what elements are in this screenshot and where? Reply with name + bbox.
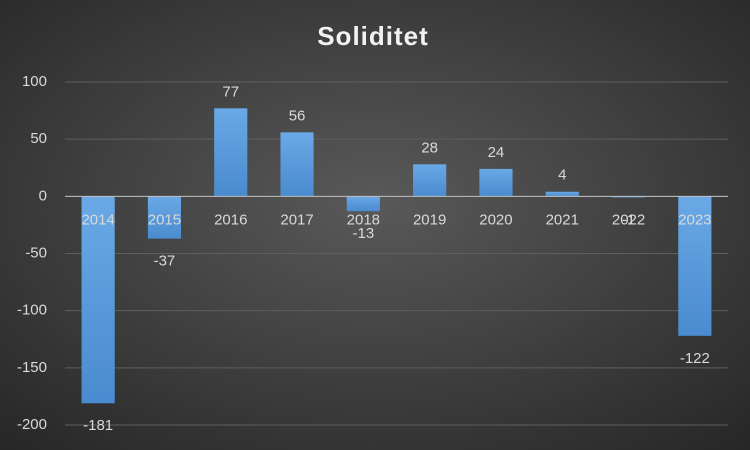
bar (346, 196, 380, 212)
bar (413, 164, 447, 197)
chart-title: Soliditet (317, 21, 429, 51)
x-tick-label: 2022 (612, 211, 645, 228)
value-label: -1 (622, 211, 635, 228)
value-label: -181 (83, 417, 113, 434)
x-tick-label: 2014 (81, 211, 114, 228)
x-tick-label: 2018 (347, 211, 380, 228)
value-label: -37 (154, 253, 176, 270)
bar (280, 132, 314, 197)
bar (611, 196, 646, 198)
x-tick-label: 2020 (479, 211, 512, 228)
y-tick-label: 0 (39, 187, 47, 204)
value-label: -13 (353, 225, 375, 242)
x-tick-label: 2019 (413, 211, 446, 228)
y-tick-label: -50 (25, 244, 47, 261)
value-label: -122 (680, 350, 710, 367)
y-tick-label: 50 (30, 130, 47, 147)
value-label: 28 (421, 139, 438, 156)
x-tick-label: 2015 (148, 211, 181, 228)
y-tick-label: -150 (17, 359, 47, 376)
value-label: 77 (222, 83, 239, 100)
x-tick-label: 2023 (678, 211, 711, 228)
bar (147, 196, 182, 239)
bar (545, 191, 579, 197)
x-tick-label: 2017 (280, 211, 313, 228)
value-label: 56 (289, 107, 306, 124)
y-tick-label: 100 (22, 73, 47, 90)
bar (678, 196, 712, 336)
bar (81, 196, 115, 404)
x-tick-label: 2021 (546, 211, 579, 228)
y-tick-label: -200 (17, 416, 47, 433)
bar (479, 168, 513, 197)
value-label: 4 (558, 167, 566, 184)
bar (214, 108, 248, 197)
value-label: 24 (488, 144, 505, 161)
y-tick-label: -100 (17, 302, 47, 319)
x-tick-label: 2016 (214, 211, 247, 228)
